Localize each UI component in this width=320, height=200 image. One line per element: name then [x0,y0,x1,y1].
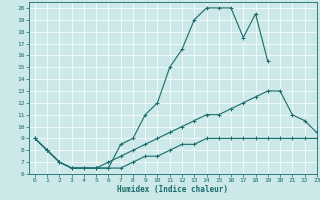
X-axis label: Humidex (Indice chaleur): Humidex (Indice chaleur) [117,185,228,194]
